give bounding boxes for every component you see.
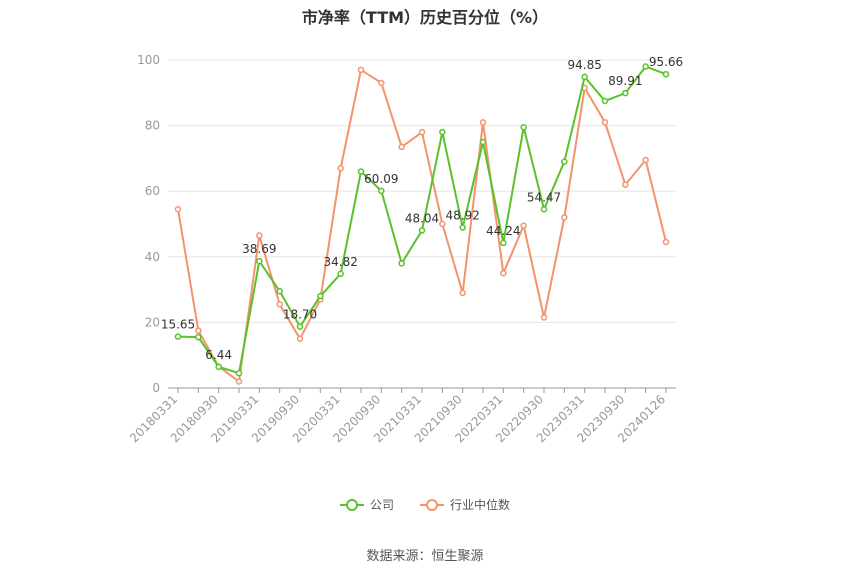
data-point-company	[642, 63, 649, 70]
data-point-company	[378, 187, 385, 195]
data-point-industry	[378, 79, 385, 87]
data-point-company	[459, 224, 466, 231]
data-label: 15.65	[161, 318, 195, 332]
data-point-industry	[479, 119, 487, 126]
data-label: 44.24	[486, 224, 520, 238]
legend-item-company[interactable]: 公司	[339, 496, 394, 513]
data-point-industry	[174, 205, 182, 213]
data-label: 34.82	[323, 255, 357, 269]
data-point-industry	[276, 301, 283, 308]
data-point-company	[235, 369, 243, 377]
data-point-company	[439, 128, 446, 136]
y-tick-label: 20	[145, 315, 160, 329]
data-point-industry	[662, 238, 670, 246]
data-point-company	[317, 292, 324, 300]
line-chart: 0204060801002018033120180930201903312019…	[127, 53, 683, 445]
data-point-company	[500, 239, 507, 247]
legend-label-company: 公司	[369, 498, 394, 512]
data-point-company	[195, 333, 202, 341]
y-tick-label: 80	[145, 119, 160, 133]
data-point-company	[581, 73, 588, 81]
chart-legend: 公司 行业中位数	[0, 496, 850, 513]
data-point-industry	[520, 222, 527, 229]
data-point-industry	[561, 214, 568, 221]
chart-title: 市净率（TTM）历史百分位（%）	[301, 8, 549, 27]
data-point-company	[174, 333, 182, 340]
data-point-company	[337, 270, 344, 278]
data-point-industry	[439, 220, 446, 228]
data-point-industry	[540, 314, 548, 321]
data-point-industry	[622, 181, 629, 188]
data-point-company	[276, 287, 283, 295]
data-point-industry	[337, 164, 344, 172]
data-point-industry	[195, 327, 202, 334]
data-label: 95.66	[649, 55, 683, 69]
data-point-company	[479, 138, 487, 146]
data-label: 94.85	[567, 58, 601, 72]
data-label: 54.47	[527, 190, 561, 204]
y-tick-label: 100	[137, 53, 160, 67]
data-point-company	[662, 70, 670, 78]
data-point-company	[540, 206, 548, 213]
data-point-company	[296, 323, 304, 330]
data-point-industry	[601, 119, 609, 126]
data-point-company	[215, 363, 222, 371]
data-point-industry	[642, 156, 649, 164]
data-point-company	[418, 227, 426, 234]
data-point-industry	[296, 335, 304, 343]
data-label: 48.04	[405, 211, 439, 225]
data-point-company	[601, 97, 609, 105]
data-label: 38.69	[242, 242, 276, 256]
data-point-company	[357, 168, 365, 175]
data-label: 6.44	[205, 348, 232, 362]
data-label: 89.91	[608, 74, 642, 88]
data-label: 60.09	[364, 172, 398, 186]
data-point-company	[398, 260, 405, 267]
data-point-industry	[398, 143, 405, 151]
data-point-industry	[500, 269, 507, 277]
data-source: 数据来源：恒生聚源	[366, 549, 484, 564]
y-tick-label: 60	[145, 184, 160, 198]
legend-marker-company	[339, 498, 364, 512]
legend-label-industry: 行业中位数	[450, 498, 511, 512]
data-point-company	[520, 123, 527, 131]
data-point-company	[561, 158, 568, 165]
data-point-industry	[418, 128, 426, 136]
data-point-industry	[235, 378, 243, 385]
data-point-industry	[459, 289, 466, 297]
y-tick-label: 0	[152, 381, 160, 395]
data-label: 18.70	[283, 308, 317, 322]
legend-marker-industry	[420, 498, 444, 512]
data-point-company	[256, 257, 263, 265]
data-point-industry	[357, 66, 365, 74]
data-point-company	[622, 89, 629, 97]
data-point-industry	[256, 232, 263, 239]
y-tick-label: 40	[145, 250, 160, 264]
data-label: 48.92	[445, 209, 479, 223]
legend-item-industry[interactable]: 行业中位数	[420, 496, 510, 513]
